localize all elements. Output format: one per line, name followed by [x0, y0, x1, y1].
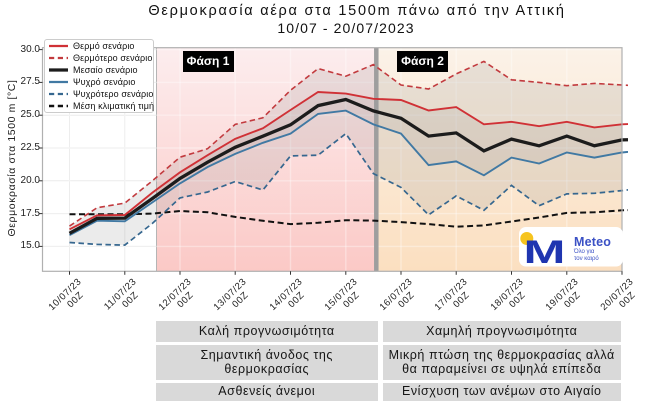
svg-text:M: M [524, 234, 566, 270]
